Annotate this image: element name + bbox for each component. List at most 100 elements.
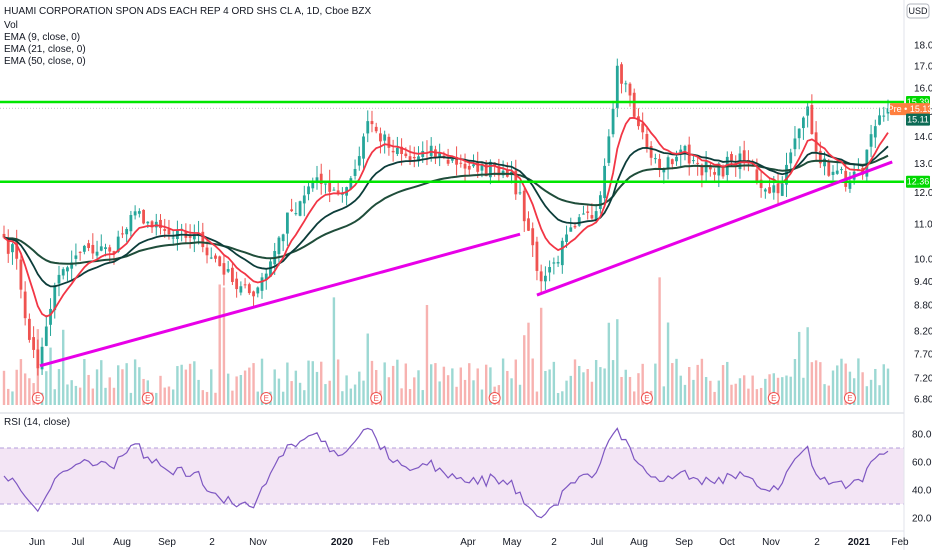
candle-body: [192, 234, 196, 240]
volume-bar: [171, 389, 175, 405]
earnings-marker[interactable]: E: [767, 392, 780, 404]
volume-bar: [391, 365, 395, 405]
volume-bar: [768, 374, 771, 405]
candle-body: [573, 225, 577, 228]
volume-bar: [836, 365, 839, 405]
candle-body: [789, 152, 793, 164]
candle-body: [400, 146, 403, 154]
volume-bar: [759, 387, 763, 405]
volume-bar: [586, 369, 589, 405]
earnings-marker[interactable]: E: [843, 392, 856, 404]
candle-body: [802, 117, 805, 129]
candle-body: [772, 185, 776, 193]
volume-bar: [844, 363, 847, 405]
indicator-ema50: EMA (50, close, 0): [4, 56, 86, 67]
time-tick-label: Feb: [891, 537, 909, 548]
candle-body: [641, 123, 645, 133]
earnings-marker[interactable]: E: [260, 392, 273, 404]
svg-text:Pre • 15.13: Pre • 15.13: [888, 104, 932, 114]
volume-bar: [789, 376, 792, 405]
earnings-marker[interactable]: E: [31, 392, 44, 404]
volume-bar: [446, 375, 450, 405]
candle-body: [865, 149, 869, 177]
candle-body: [417, 156, 420, 162]
price-tick-label: 12.00: [914, 188, 932, 199]
currency-badge[interactable]: USD: [906, 3, 930, 19]
candle-body: [133, 211, 137, 216]
volume-bar: [679, 375, 682, 405]
candle-body: [362, 136, 365, 159]
earnings-marker[interactable]: E: [640, 392, 653, 404]
candle-body: [721, 167, 725, 177]
volume-bar: [222, 287, 226, 405]
price-tick-label: 18.00: [914, 41, 932, 52]
price-tick-label: 13.00: [914, 159, 932, 170]
volume-bar: [387, 377, 391, 405]
volume-bar: [341, 391, 344, 405]
volume-bar: [548, 369, 551, 405]
volume-bar: [328, 380, 331, 405]
volume-bar: [544, 370, 547, 405]
candle-body: [281, 234, 285, 242]
earnings-marker[interactable]: E: [141, 392, 154, 404]
volume-bar: [49, 347, 52, 405]
candle-body: [269, 261, 272, 277]
candle-body: [27, 318, 31, 340]
candle-body: [810, 105, 814, 135]
volume-bar: [332, 297, 336, 405]
price-tick-label: 17.00: [914, 61, 932, 72]
volume-bar: [383, 362, 386, 405]
volume-bar: [108, 377, 111, 405]
indicator-ema9: EMA (9, close, 0): [4, 32, 80, 43]
trendline[interactable]: [536, 160, 893, 297]
volume-bar: [214, 392, 217, 405]
candle-body: [370, 121, 374, 125]
volume-bar: [683, 384, 687, 405]
volume-bar: [810, 362, 814, 405]
candle-body: [285, 212, 289, 234]
volume-bar: [704, 377, 708, 405]
candle-body: [835, 170, 839, 174]
trendline[interactable]: [39, 232, 521, 368]
candle-body: [653, 158, 657, 160]
candle-body: [226, 269, 230, 272]
candle-body: [328, 182, 332, 192]
horizontal-levels[interactable]: [0, 100, 904, 183]
rsi-axis: 80.00 60.00 40.00 20.00: [912, 430, 932, 525]
time-tick-label: Nov: [249, 537, 267, 548]
earnings-marker[interactable]: E: [370, 392, 383, 404]
candle-body: [311, 182, 315, 189]
volume-bar: [112, 387, 116, 405]
volume-bar: [654, 363, 657, 405]
volume-bar: [91, 388, 95, 405]
candle-body: [666, 157, 670, 169]
time-tick-label: 2: [551, 537, 557, 548]
earnings-marker[interactable]: E: [488, 392, 501, 404]
candle-body: [450, 158, 454, 161]
candle-body: [256, 287, 260, 294]
volume-bar: [45, 371, 48, 405]
volume-bar: [205, 391, 209, 405]
candle-body: [763, 189, 767, 192]
volume-bar: [573, 359, 577, 405]
candle-body: [387, 136, 391, 148]
volume-bar: [527, 322, 530, 405]
volume-bar: [349, 388, 353, 405]
volume-bar: [226, 373, 230, 405]
candle-body: [146, 221, 150, 224]
trendlines[interactable]: [39, 160, 893, 368]
volume-bar: [755, 389, 759, 405]
ema9-line: [3, 116, 889, 318]
candle-body: [869, 134, 873, 147]
candle-body: [717, 163, 721, 176]
candle-body: [277, 237, 281, 255]
candle-body: [159, 219, 162, 229]
candle-body: [19, 259, 23, 290]
candle-body: [247, 284, 251, 294]
candle-body: [628, 83, 632, 96]
candle-body: [582, 213, 585, 215]
volume-bar: [417, 370, 420, 405]
volume-bar: [518, 384, 522, 405]
candle-body: [95, 251, 99, 256]
